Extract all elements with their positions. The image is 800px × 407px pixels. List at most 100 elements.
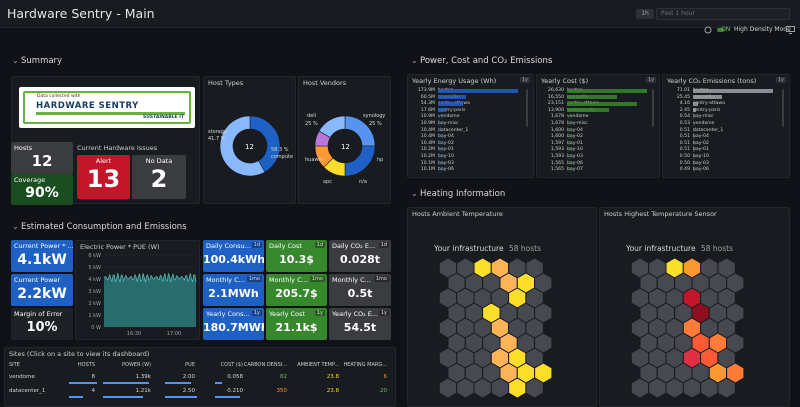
consumption-tile[interactable]: Monthly C... 1mo 0.5t	[329, 274, 391, 306]
bar-fill[interactable]	[693, 101, 698, 106]
bar-fill[interactable]	[438, 128, 443, 133]
power-timeseries-chart[interactable]: 6 kW 5 kW 4 kW 3 kW 2 kW 1 kW 0 W 16:30 17:00	[76, 251, 200, 341]
bar-fill[interactable]	[567, 95, 617, 100]
section-power-cost[interactable]: ⌄ Power, Cost and CO₂ Emissions	[411, 56, 553, 66]
bar-fill[interactable]	[438, 134, 443, 139]
section-consumption[interactable]: ⌄ Estimated Consumption and Emissions	[12, 222, 187, 232]
bar-value-label: 10.4M	[420, 134, 435, 140]
column-header[interactable]: HOSTS	[77, 362, 95, 368]
bar-fill[interactable]	[438, 108, 447, 113]
margin-error-stat[interactable]: Margin of Error 10%	[11, 308, 73, 340]
column-header[interactable]: AMBIENT TEMP...	[297, 362, 339, 368]
host-hexagon[interactable]	[648, 377, 667, 399]
bar-fill[interactable]	[567, 88, 647, 93]
bar-fill[interactable]	[693, 128, 695, 133]
host-hexagon[interactable]	[717, 377, 736, 399]
consumption-tile[interactable]: Yearly CO₂ E... 1y 54.5t	[329, 308, 391, 340]
bar-fill[interactable]	[438, 141, 443, 146]
bar-fill[interactable]	[693, 154, 695, 159]
consumption-tile[interactable]: Daily Cost 1d 10.3$	[266, 240, 327, 272]
hosts-stat[interactable]: Hosts 12	[11, 142, 73, 174]
bar-fill[interactable]	[693, 95, 722, 100]
host-hexagon[interactable]	[473, 377, 492, 399]
bar-fill[interactable]	[567, 128, 572, 133]
tv-mode-icon[interactable]	[786, 26, 795, 34]
host-hexagon[interactable]	[508, 377, 527, 399]
donut-slice-dell[interactable]	[318, 115, 346, 138]
scrollbar[interactable]	[782, 89, 784, 127]
time-range-pill[interactable]: 1h	[636, 9, 654, 19]
consumption-tile[interactable]: Daily Consu... 1d 100.4kWh	[203, 240, 264, 272]
nodata-stat[interactable]: No Data 2	[132, 155, 186, 199]
column-header[interactable]: POWER (W)	[122, 362, 151, 368]
bar-fill[interactable]	[438, 121, 443, 126]
tile-label: Monthly C...	[206, 276, 245, 284]
bar-fill[interactable]	[438, 88, 518, 93]
bar-fill[interactable]	[567, 147, 572, 152]
scrollbar[interactable]	[526, 89, 528, 127]
bar-fill[interactable]	[693, 114, 695, 119]
host-hexagon[interactable]	[665, 377, 684, 399]
bar-fill[interactable]	[693, 161, 695, 166]
bar-fill[interactable]	[567, 134, 572, 139]
bar-fill[interactable]	[438, 114, 443, 119]
alert-stat[interactable]: Alert 13	[77, 155, 130, 199]
column-header[interactable]: PUE	[185, 362, 195, 368]
column-header[interactable]: CARBON DENSI...	[243, 362, 287, 368]
host-hexagon[interactable]	[525, 377, 544, 399]
host-hexagon[interactable]	[630, 377, 650, 399]
time-range-picker[interactable]: Past 1 hour	[656, 8, 790, 20]
bar-fill[interactable]	[567, 108, 609, 113]
table-cell-site[interactable]: vendome	[9, 374, 35, 380]
bar-fill[interactable]	[693, 121, 695, 126]
bar-fill[interactable]	[438, 167, 443, 172]
table-cell-site[interactable]: datacenter_1	[9, 388, 46, 394]
bar-fill[interactable]	[693, 134, 695, 139]
host-hexagon[interactable]	[456, 377, 475, 399]
scrollbar[interactable]	[652, 89, 654, 127]
x-tick-label: 16:30	[127, 331, 141, 337]
bar-fill[interactable]	[438, 101, 463, 106]
bar-fill[interactable]	[567, 114, 573, 119]
host-hexagon[interactable]	[700, 377, 719, 399]
column-header[interactable]: HEATING MARG...	[343, 362, 387, 368]
consumption-tile[interactable]: Daily CO₂ E... 1d 0.028t	[329, 240, 391, 272]
consumption-tile[interactable]: Yearly Cost 1y 21.1k$	[266, 308, 327, 340]
bar-fill[interactable]	[693, 167, 695, 172]
consumption-tile[interactable]: Monthly C... 1mo 2.1MWh	[203, 274, 264, 306]
bar-fill[interactable]	[693, 88, 773, 93]
bar-fill[interactable]	[438, 161, 443, 166]
host-hexagon[interactable]	[490, 377, 510, 399]
high-density-toggle[interactable]	[717, 28, 724, 32]
section-summary[interactable]: ⌄ Summary	[12, 56, 63, 66]
bar-fill[interactable]	[567, 154, 572, 159]
donut-slice-compute[interactable]	[219, 115, 266, 177]
bar-fill[interactable]	[567, 161, 572, 166]
bar-fill[interactable]	[693, 147, 695, 152]
bar-fill[interactable]	[438, 95, 466, 100]
host-vendors-donut[interactable]	[299, 89, 391, 203]
bar-fill[interactable]	[567, 167, 572, 172]
bar-fill[interactable]	[438, 154, 443, 159]
current-power-stat[interactable]: Current Power 2.2kW	[11, 274, 73, 306]
coverage-stat[interactable]: Coverage 90%	[11, 174, 73, 205]
host-hexagon[interactable]	[682, 377, 702, 399]
column-header[interactable]: SITE	[9, 362, 20, 368]
donut-slice-storage[interactable]	[249, 115, 281, 173]
host-hexagon[interactable]	[438, 377, 458, 399]
bar-fill[interactable]	[567, 121, 573, 126]
highest-hex-map[interactable]	[600, 256, 790, 406]
bar-fill[interactable]	[567, 141, 572, 146]
consumption-tile[interactable]: Yearly Cons... 1y 180.7MWh	[203, 308, 264, 340]
host-types-donut[interactable]	[204, 89, 296, 203]
consumption-tile[interactable]: Monthly C... 1mo 205.7$	[266, 274, 327, 306]
bar-fill[interactable]	[567, 101, 637, 106]
bar-fill[interactable]	[438, 147, 443, 152]
column-header[interactable]: COST ($)	[220, 362, 243, 368]
current-power-pue-stat[interactable]: Current Power * ... 4.1kW	[11, 240, 73, 272]
ambient-hex-map[interactable]	[408, 256, 597, 406]
bar-fill[interactable]	[693, 141, 695, 146]
bar-fill[interactable]	[693, 108, 696, 113]
section-heating[interactable]: ⌄ Heating Information	[411, 189, 506, 199]
refresh-icon[interactable]	[702, 25, 714, 35]
